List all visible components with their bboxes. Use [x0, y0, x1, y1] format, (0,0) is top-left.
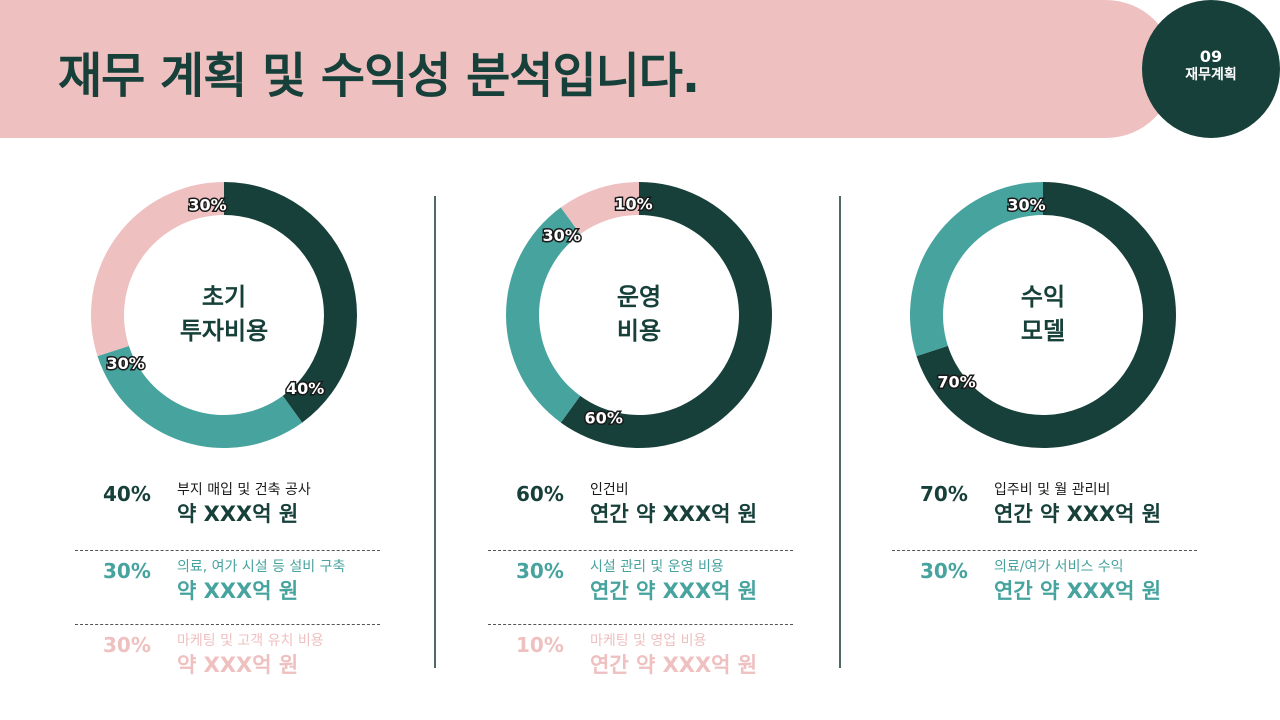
legend-percent: 70%: [920, 482, 968, 506]
column-divider: [839, 196, 841, 668]
legend-percent: 30%: [103, 559, 151, 583]
percentage-label: 40%: [286, 379, 324, 398]
percentage-label: 30%: [543, 226, 581, 245]
legend-description: 마케팅 및 영업 비용: [590, 633, 707, 649]
donut-segment: [506, 207, 581, 423]
section-number: 09: [1199, 47, 1223, 66]
legend-amount: 연간 약 XXX억 원: [994, 502, 1162, 526]
legend-percent: 30%: [920, 559, 968, 583]
legend-description: 시설 관리 및 운영 비용: [590, 559, 724, 575]
percentage-label: 60%: [585, 409, 623, 428]
legend-percent: 30%: [516, 559, 564, 583]
chart-center-title: 초기: [202, 283, 246, 311]
chart-center-title: 비용: [617, 317, 661, 345]
percentage-label: 30%: [188, 196, 226, 215]
legend-percent: 60%: [516, 482, 564, 506]
legend-percent: 10%: [516, 633, 564, 657]
legend-description: 의료, 여가 시설 등 설비 구축: [177, 559, 346, 575]
section-badge: 09 재무계획: [1142, 0, 1280, 138]
legend-operating-cost: 60% 인건비 연간 약 XXX억 원 30% 시설 관리 및 운영 비용 연간 약 XX…: [488, 476, 793, 698]
donut-segment: [560, 182, 639, 235]
legend-amount: 약 XXX억 원: [177, 502, 299, 526]
donut-segment: [97, 345, 303, 448]
legend-amount: 연간 약 XXX억 원: [590, 579, 758, 603]
donut-segment: [910, 182, 1043, 357]
legend-description: 마케팅 및 고객 유치 비용: [177, 633, 324, 649]
chart-center-title: 수익: [1021, 283, 1065, 311]
chart-center-title: 모델: [1021, 317, 1065, 345]
legend-amount: 연간 약 XXX억 원: [590, 502, 758, 526]
section-label: 재무계획: [1185, 67, 1237, 83]
legend-description: 의료/여가 서비스 수익: [994, 559, 1124, 575]
legend-percent: 40%: [103, 482, 151, 506]
legend-amount: 약 XXX억 원: [177, 653, 299, 677]
percentage-label: 10%: [614, 195, 652, 214]
legend-amount: 약 XXX억 원: [177, 579, 299, 603]
chart-center-title: 투자비용: [180, 317, 268, 345]
donut-segment: [90, 182, 224, 357]
donut-segment: [224, 182, 358, 423]
title-banner: [0, 0, 1175, 138]
percentage-label: 30%: [107, 354, 145, 373]
percentage-label: 30%: [1007, 196, 1045, 215]
legend-percent: 30%: [103, 633, 151, 657]
chart-center-title: 운영: [617, 283, 661, 311]
donut-segment: [560, 182, 772, 448]
page-title: 재무 계획 및 수익성 분석입니다.: [58, 48, 700, 104]
legend-description: 입주비 및 월 관리비: [994, 482, 1111, 498]
column-divider: [434, 196, 436, 668]
percentage-label: 70%: [937, 372, 975, 391]
legend-amount: 연간 약 XXX억 원: [590, 653, 758, 677]
legend-amount: 연간 약 XXX억 원: [994, 579, 1162, 603]
legend-description: 부지 매입 및 건축 공사: [177, 482, 311, 498]
legend-description: 인건비: [590, 482, 629, 498]
